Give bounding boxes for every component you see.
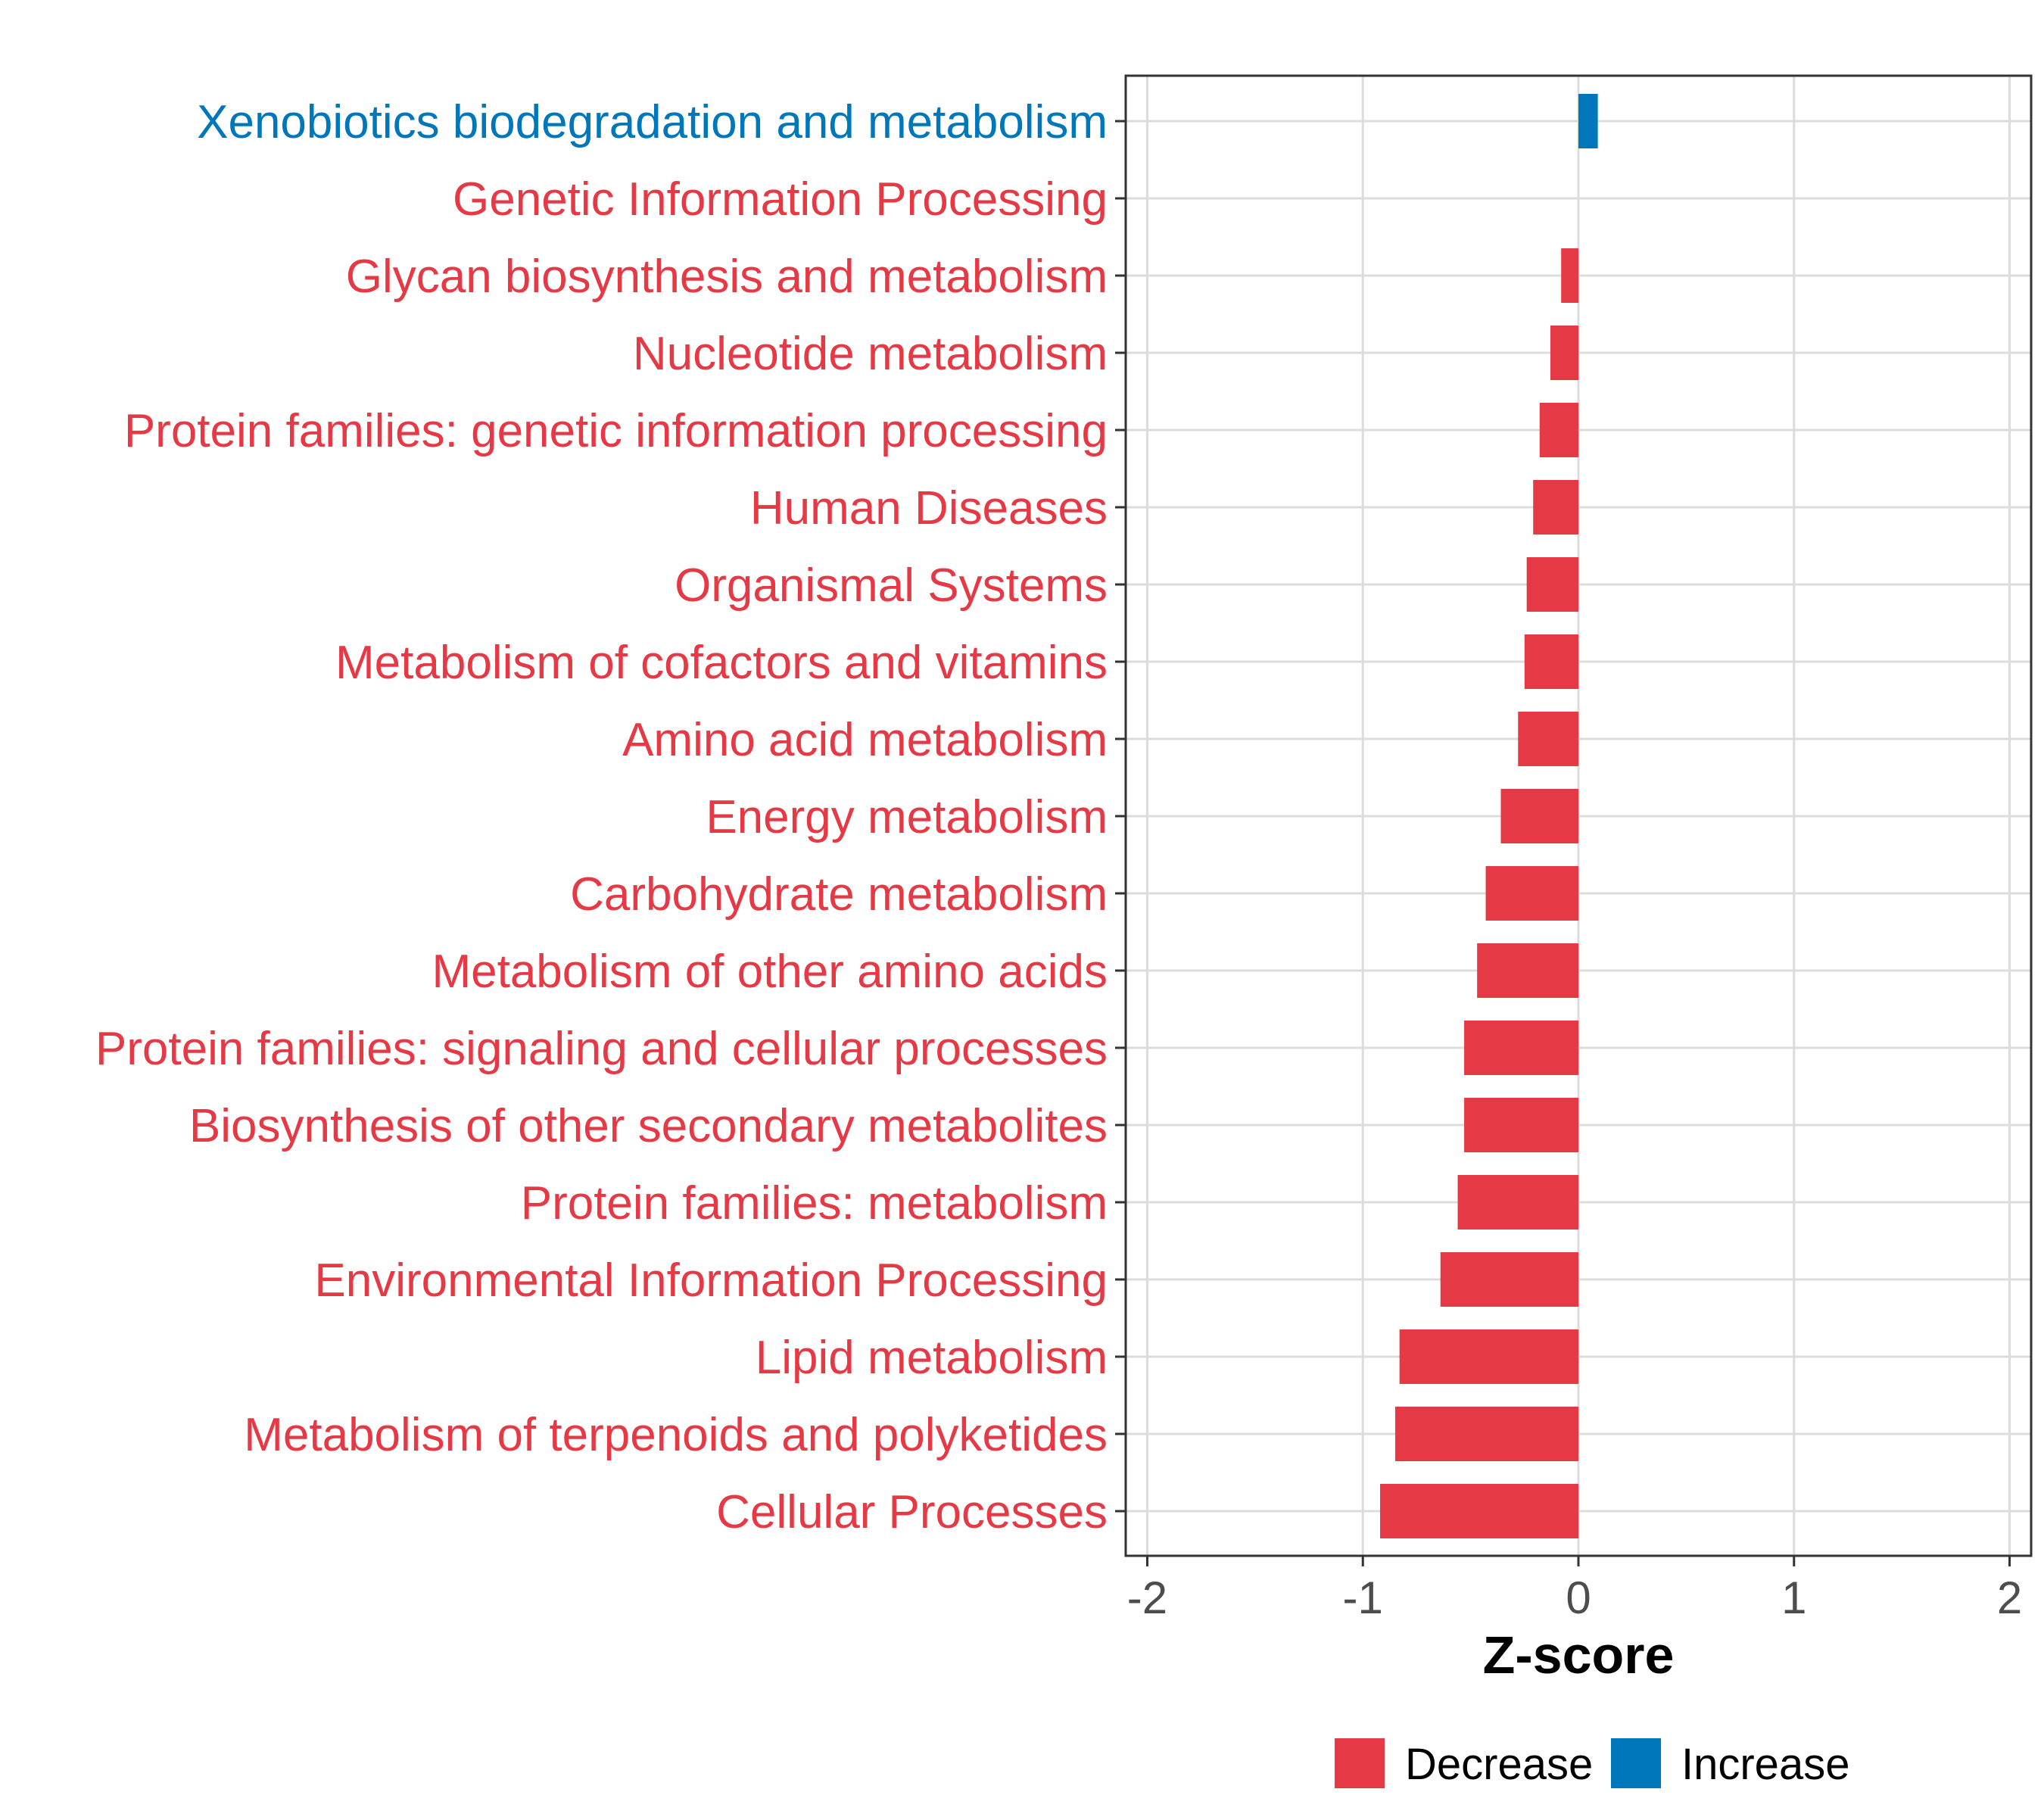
- bar: [1561, 248, 1578, 303]
- bar: [1464, 1098, 1578, 1152]
- category-label: Nucleotide metabolism: [633, 328, 1108, 380]
- category-label: Human Diseases: [750, 482, 1108, 535]
- x-axis-ticks: -2 -1 0 1 2: [1127, 1556, 2022, 1623]
- bar: [1477, 943, 1578, 998]
- category-label: Xenobiotics biodegradation and metabolis…: [197, 96, 1108, 148]
- category-label: Protein families: metabolism: [521, 1177, 1108, 1230]
- x-tick-label: 0: [1566, 1572, 1591, 1623]
- category-labels: Xenobiotics biodegradation and metabolis…: [95, 96, 1126, 1538]
- category-label: Protein families: genetic information pr…: [124, 405, 1108, 457]
- legend: Decrease Increase: [1335, 1738, 1849, 1789]
- bar: [1533, 480, 1578, 535]
- x-axis-title: Z-score: [1483, 1625, 1675, 1685]
- x-tick-label: -1: [1343, 1572, 1383, 1623]
- bar: [1457, 1175, 1578, 1230]
- category-label: Carbohydrate metabolism: [570, 868, 1108, 921]
- bar-layer: [1380, 94, 1598, 1538]
- category-label: Energy metabolism: [706, 791, 1108, 843]
- legend-label: Increase: [1681, 1740, 1849, 1789]
- bar: [1550, 326, 1578, 380]
- legend-label: Decrease: [1405, 1740, 1593, 1789]
- category-label: Genetic Information Processing: [453, 173, 1108, 226]
- bar: [1578, 94, 1598, 148]
- category-label: Environmental Information Processing: [314, 1254, 1108, 1307]
- bar: [1524, 634, 1578, 689]
- category-label: Metabolism of terpenoids and polyketides: [244, 1409, 1108, 1461]
- category-label: Organismal Systems: [675, 559, 1108, 612]
- bar: [1440, 1252, 1578, 1307]
- category-label: Cellular Processes: [716, 1486, 1108, 1538]
- category-label: Metabolism of other amino acids: [432, 946, 1108, 998]
- panel-border: [1124, 74, 2033, 1557]
- x-tick-label: -2: [1127, 1572, 1167, 1623]
- legend-swatch: [1335, 1738, 1385, 1788]
- bar: [1399, 1329, 1578, 1384]
- legend-swatch: [1611, 1738, 1661, 1788]
- bar: [1464, 1021, 1578, 1075]
- category-label: Lipid metabolism: [756, 1332, 1108, 1384]
- bar: [1500, 789, 1578, 843]
- bar: [1394, 1407, 1578, 1461]
- bar: [1526, 557, 1578, 612]
- bar: [1485, 866, 1578, 921]
- category-label: Amino acid metabolism: [622, 714, 1108, 766]
- category-label: Protein families: signaling and cellular…: [95, 1023, 1108, 1075]
- category-label: Metabolism of cofactors and vitamins: [335, 637, 1108, 689]
- bar: [1539, 403, 1578, 457]
- category-label: Glycan biosynthesis and metabolism: [346, 251, 1108, 303]
- bar: [1380, 1484, 1578, 1538]
- category-label: Biosynthesis of other secondary metaboli…: [189, 1100, 1108, 1152]
- bar: [1518, 712, 1578, 766]
- x-tick-label: 2: [1997, 1572, 2022, 1623]
- x-tick-label: 1: [1781, 1572, 1806, 1623]
